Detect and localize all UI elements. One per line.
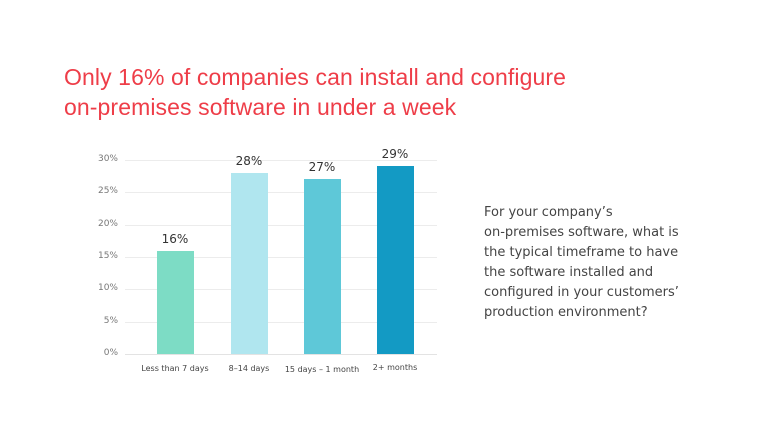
gridline-5 <box>125 322 437 323</box>
gridline-0 <box>125 354 437 355</box>
gridline-20 <box>125 225 437 226</box>
y-tick-20: 20% <box>97 219 118 229</box>
gridline-25 <box>125 192 437 193</box>
x-label: 15 days – 1 month <box>284 365 360 374</box>
survey-question: For your company’s on-premises software,… <box>484 203 734 323</box>
y-tick-15: 15% <box>97 251 118 261</box>
question-line: the software installed and <box>484 265 654 280</box>
chart-title: Only 16% of companies can install and co… <box>64 62 566 122</box>
value-label: 27% <box>308 160 336 175</box>
x-label: 2+ months <box>372 363 418 372</box>
y-tick-30: 30% <box>97 154 118 164</box>
x-label: Less than 7 days <box>141 364 209 373</box>
question-line: on-premises software, what is <box>484 225 679 240</box>
bar-chart: 30% 25% 20% 15% 10% 5% 0% 16% 28% 27% 29… <box>97 147 437 374</box>
x-label: 8–14 days <box>228 364 270 373</box>
bar-less-than-7-days <box>157 250 194 354</box>
y-tick-0: 0% <box>103 348 118 358</box>
value-label: 29% <box>381 147 409 162</box>
value-label: 16% <box>161 231 189 246</box>
bar-15-days-1-month <box>304 179 341 354</box>
title-line-1: Only 16% of companies can install and co… <box>64 64 567 90</box>
value-label: 28% <box>235 153 263 168</box>
bar-2-plus-months <box>377 166 414 354</box>
y-tick-5: 5% <box>103 316 118 326</box>
title-line-2: on-premises software in under a week <box>64 94 457 120</box>
question-line: production environment? <box>484 305 648 320</box>
question-line: the typical timeframe to have <box>484 245 679 260</box>
gridline-30 <box>125 160 437 161</box>
question-line: For your company’s <box>484 205 613 220</box>
y-tick-25: 25% <box>97 186 118 196</box>
gridline-15 <box>125 257 437 258</box>
bar-8-14-days <box>231 172 268 354</box>
gridline-10 <box>125 289 437 290</box>
y-tick-10: 10% <box>97 283 118 293</box>
question-line: configured in your customers’ <box>484 285 679 300</box>
